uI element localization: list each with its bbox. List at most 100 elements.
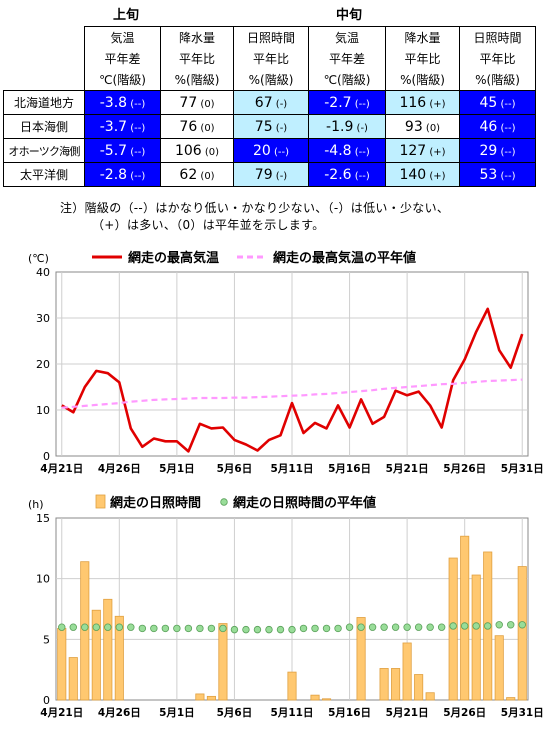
table-cell: 29 (--) xyxy=(459,138,536,163)
normal-sunshine-point xyxy=(127,623,135,631)
y-tick-label: 30 xyxy=(36,312,50,325)
table-note-line1: 注）階級の（--）はかなり低い・かなり少ない、（-）は低い・少ない、 xyxy=(60,201,450,215)
table-row: オホーツク海側 -5.7 (--) 106 (0) 20 (--) -4.8 (--) 1… xyxy=(3,138,536,163)
sunshine-bar xyxy=(91,609,101,701)
corner-cell xyxy=(3,69,85,91)
table-cell: -4.8 (--) xyxy=(308,138,386,163)
normal-sunshine-point xyxy=(161,624,170,633)
legend-swatch xyxy=(95,494,106,509)
column-header: ℃(階級) xyxy=(84,69,161,91)
table-row: 太平洋側 -2.8 (--) 62 (0) 79 (-) -2.6 (--) 140 (+… xyxy=(3,162,536,187)
climate-table: 気温 降水量 日照時間 気温 降水量 日照時間 平年差 平年比 平年比 平年差 平年比 平年比 ℃(階級… xyxy=(3,26,536,187)
table-cell: -3.7 (--) xyxy=(84,114,161,139)
row-label: 北海道地方 xyxy=(3,90,85,115)
x-tick-label: 5月21日 xyxy=(386,707,429,719)
cell-value: 76 xyxy=(179,118,198,135)
sunshine-bar xyxy=(471,574,481,701)
x-tick-label: 5月16日 xyxy=(328,707,371,719)
cell-class: (+) xyxy=(426,146,446,158)
table-cell: 45 (--) xyxy=(459,90,536,115)
sunshine-bar xyxy=(356,617,366,701)
table-cell: -1.9 (-) xyxy=(308,114,386,139)
cell-class: (--) xyxy=(497,170,516,182)
normal-sunshine-point xyxy=(81,623,89,631)
y-tick-label: 5 xyxy=(43,633,50,646)
cell-class: (--) xyxy=(127,170,146,182)
cell-value: -5.7 xyxy=(99,142,128,159)
table-cell: 67 (-) xyxy=(233,90,309,115)
row-label: オホーツク海側 xyxy=(3,138,85,163)
sunshine-bar xyxy=(195,693,205,701)
normal-sunshine-point xyxy=(230,625,239,634)
cell-value: 116 xyxy=(399,94,427,111)
column-header: 平年比 xyxy=(160,48,234,69)
normal-sunshine-point xyxy=(288,625,296,634)
climate-table-section: 上旬 中旬 気温 降水量 日照時間 気温 降水量 日照時間 平年差 平年比 平年比 平年差 平年比平… xyxy=(0,0,548,240)
cell-class: (0) xyxy=(422,122,441,134)
normal-sunshine-point xyxy=(345,623,354,631)
legend-swatch xyxy=(220,498,228,506)
normal-sunshine-point xyxy=(495,621,503,629)
sunshine-bar xyxy=(321,698,332,701)
sunshine-bar xyxy=(287,671,297,701)
table-cell: 75 (-) xyxy=(233,114,309,139)
normal-sunshine-point xyxy=(449,622,457,630)
sunshine-bar xyxy=(506,697,516,701)
cell-class: (--) xyxy=(270,146,290,158)
cell-value: 140 xyxy=(399,166,427,183)
y-tick-label: 15 xyxy=(36,512,50,525)
cell-value: 20 xyxy=(252,142,271,159)
table-cell: 20 (--) xyxy=(233,138,309,163)
y-tick-label: 20 xyxy=(36,358,50,371)
sunshine-bar xyxy=(379,668,389,701)
cell-value: 29 xyxy=(479,142,498,159)
cell-class: (-) xyxy=(353,122,368,134)
sunshine-bar xyxy=(425,692,435,701)
cell-class: (--) xyxy=(497,122,516,134)
normal-sunshine-point xyxy=(334,624,342,633)
cell-value: 45 xyxy=(479,94,498,111)
table-cell: 76 (0) xyxy=(160,114,234,139)
column-header: ℃(階級) xyxy=(308,69,386,91)
x-tick-label: 5月6日 xyxy=(217,707,253,719)
table-row: 北海道地方 -3.8 (--) 77 (0) 67 (-) -2.7 (--) 116 (… xyxy=(3,90,536,115)
normal-sunshine-point xyxy=(115,623,124,631)
x-tick-label: 5月26日 xyxy=(443,463,486,475)
normal-sunshine-point xyxy=(173,624,181,633)
sunshine-bar xyxy=(218,623,228,701)
cell-class: (0) xyxy=(201,146,220,158)
normal-sunshine-point xyxy=(437,623,446,631)
x-tick-label: 4月21日 xyxy=(40,707,83,719)
column-header: 気温 xyxy=(308,26,386,48)
x-tick-label: 5月21日 xyxy=(386,463,429,475)
row-label: 日本海側 xyxy=(3,114,85,139)
sunshine-bar xyxy=(103,598,113,701)
cell-class: (--) xyxy=(497,98,516,110)
corner-cell xyxy=(3,26,85,48)
sunshine-bar xyxy=(310,694,320,701)
sunshine-bar xyxy=(494,635,504,701)
normal-temperature-line xyxy=(61,378,523,409)
normal-sunshine-point xyxy=(242,625,250,634)
cell-class: (+) xyxy=(426,98,446,110)
table-cell: -2.7 (--) xyxy=(308,90,386,115)
column-header: 平年比 xyxy=(233,48,309,69)
table-cell: 46 (--) xyxy=(459,114,536,139)
normal-sunshine-point xyxy=(518,621,526,629)
cell-value: 79 xyxy=(254,166,273,183)
sunshine-bar xyxy=(391,668,401,701)
x-tick-label: 4月26日 xyxy=(98,707,141,719)
sunshine-bar xyxy=(517,566,527,701)
column-header: 平年差 xyxy=(84,48,161,69)
cell-value: -2.8 xyxy=(99,166,128,183)
cell-class: (--) xyxy=(497,146,516,158)
normal-sunshine-point xyxy=(69,623,77,631)
cell-value: 46 xyxy=(479,118,498,135)
normal-sunshine-point xyxy=(311,624,319,633)
cell-class: (--) xyxy=(351,146,370,158)
sunshine-bar xyxy=(68,657,78,701)
cell-class: (+) xyxy=(426,170,446,182)
cell-value: 67 xyxy=(254,94,273,111)
normal-sunshine-point xyxy=(92,623,100,631)
cell-class: (--) xyxy=(127,146,146,158)
